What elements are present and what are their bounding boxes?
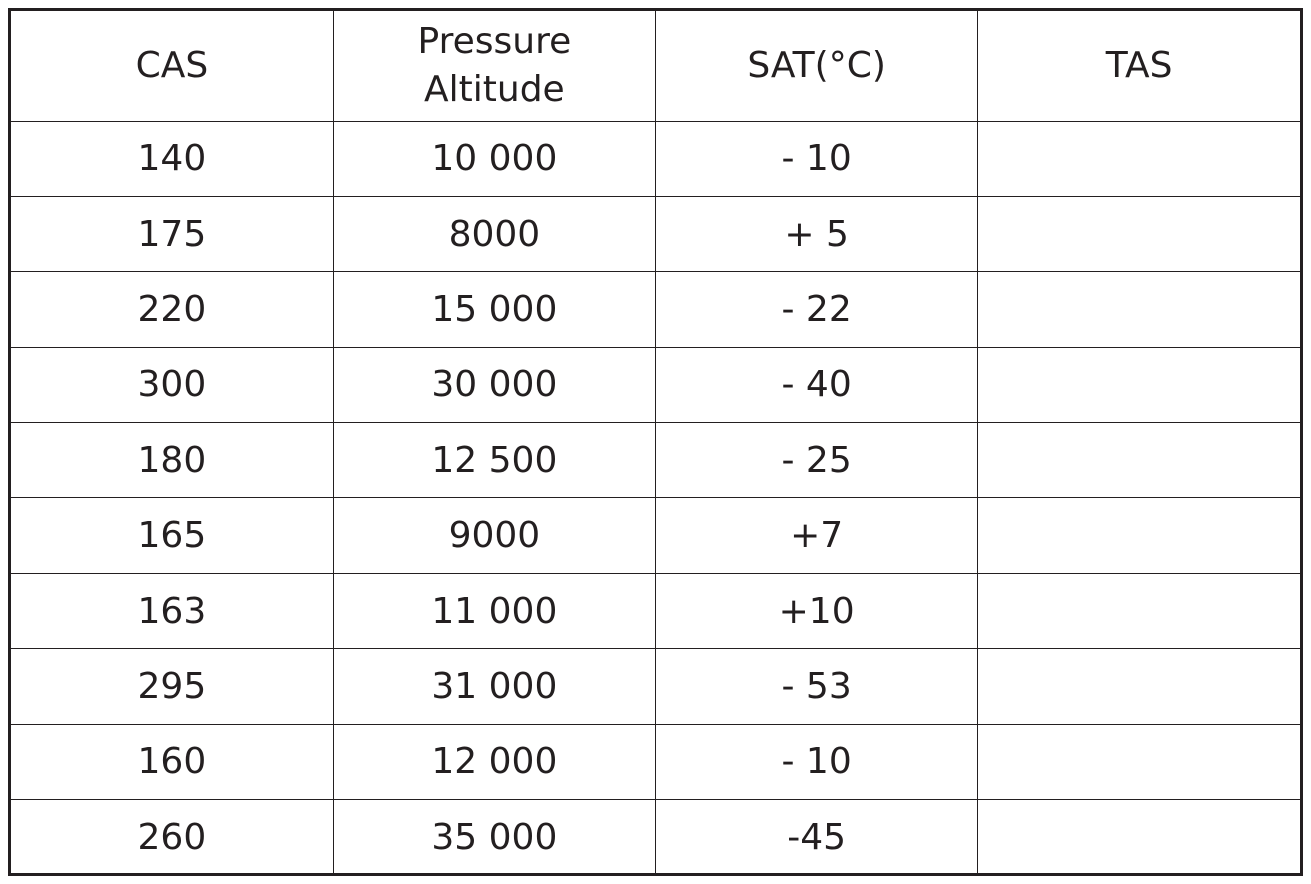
cell-pressure-altitude: 12 000 <box>332 723 657 801</box>
cell-sat: - 25 <box>654 422 979 499</box>
table-body: 140 10 000- 10 175 8000 + 5 220 15 000- 22 300… <box>11 120 1300 875</box>
table-row: 220 15 000- 22 <box>11 271 1300 348</box>
cell-tas[interactable] <box>977 120 1300 197</box>
cell-cas: 260 <box>11 799 334 875</box>
cell-pressure-altitude: 35 000 <box>332 799 657 875</box>
cell-sat: +7 <box>654 497 979 574</box>
cell-tas[interactable] <box>977 497 1300 574</box>
cell-tas[interactable] <box>977 422 1300 499</box>
cell-cas: 160 <box>11 723 334 801</box>
cell-pressure-altitude: 15 000 <box>332 271 657 348</box>
cell-pressure-altitude: 12 500 <box>332 422 657 499</box>
table-row: 180 12 500- 25 <box>11 422 1300 499</box>
cell-pressure-altitude: 10 000 <box>332 120 657 197</box>
header-tas: TAS <box>977 11 1300 122</box>
cell-tas[interactable] <box>977 346 1300 424</box>
cell-sat: - 22 <box>654 271 979 348</box>
cell-tas[interactable] <box>977 271 1300 348</box>
tas-table-container: CAS Pressure Altitude SAT(°C) TAS 140 10 … <box>8 8 1303 876</box>
table-row: 163 11 000 +10 <box>11 572 1300 650</box>
table-row: 160 12 000- 10 <box>11 723 1300 801</box>
cell-pressure-altitude: 8000 <box>332 195 657 273</box>
cell-sat: - 10 <box>654 723 979 801</box>
header-pressure-altitude-line2: Altitude <box>424 68 565 110</box>
header-sat: SAT(°C) <box>654 11 979 122</box>
cell-cas: 220 <box>11 271 334 348</box>
cell-tas[interactable] <box>977 648 1300 725</box>
cell-pressure-altitude: 30 000 <box>332 346 657 424</box>
cell-sat: - 40 <box>654 346 979 424</box>
cell-cas: 180 <box>11 422 334 499</box>
cell-pressure-altitude: 11 000 <box>332 572 657 650</box>
cell-tas[interactable] <box>977 572 1300 650</box>
header-row: CAS Pressure Altitude SAT(°C) TAS <box>11 11 1300 122</box>
cell-cas: 140 <box>11 120 334 197</box>
table-row: 165 9000 +7 <box>11 497 1300 574</box>
cell-tas[interactable] <box>977 799 1300 875</box>
cell-sat: + 5 <box>654 195 979 273</box>
header-cas: CAS <box>11 11 334 122</box>
cell-cas: 163 <box>11 572 334 650</box>
cell-sat: -45 <box>654 799 979 875</box>
cell-sat: - 53 <box>654 648 979 725</box>
cell-tas[interactable] <box>977 723 1300 801</box>
cell-pressure-altitude: 31 000 <box>332 648 657 725</box>
cell-pressure-altitude: 9000 <box>332 497 657 574</box>
header-cas-label: CAS <box>135 44 209 86</box>
cell-cas: 300 <box>11 346 334 424</box>
header-pressure-altitude-line1: Pressure <box>417 20 572 62</box>
table-row: 295 31 000- 53 <box>11 648 1300 725</box>
table-row: 140 10 000- 10 <box>11 120 1300 197</box>
cell-tas[interactable] <box>977 195 1300 273</box>
table-row: 300 30 000- 40 <box>11 346 1300 424</box>
header-pressure-altitude: Pressure Altitude <box>332 11 657 122</box>
table-row: 175 8000 + 5 <box>11 195 1300 273</box>
cell-sat: - 10 <box>654 120 979 197</box>
header-sat-label: SAT(°C) <box>747 44 886 86</box>
cell-cas: 165 <box>11 497 334 574</box>
tas-table: CAS Pressure Altitude SAT(°C) TAS 140 10 … <box>11 11 1300 875</box>
cell-cas: 175 <box>11 195 334 273</box>
table-row: 260 35 000 -45 <box>11 799 1300 875</box>
cell-sat: +10 <box>654 572 979 650</box>
header-tas-label: TAS <box>1105 44 1173 86</box>
cell-cas: 295 <box>11 648 334 725</box>
